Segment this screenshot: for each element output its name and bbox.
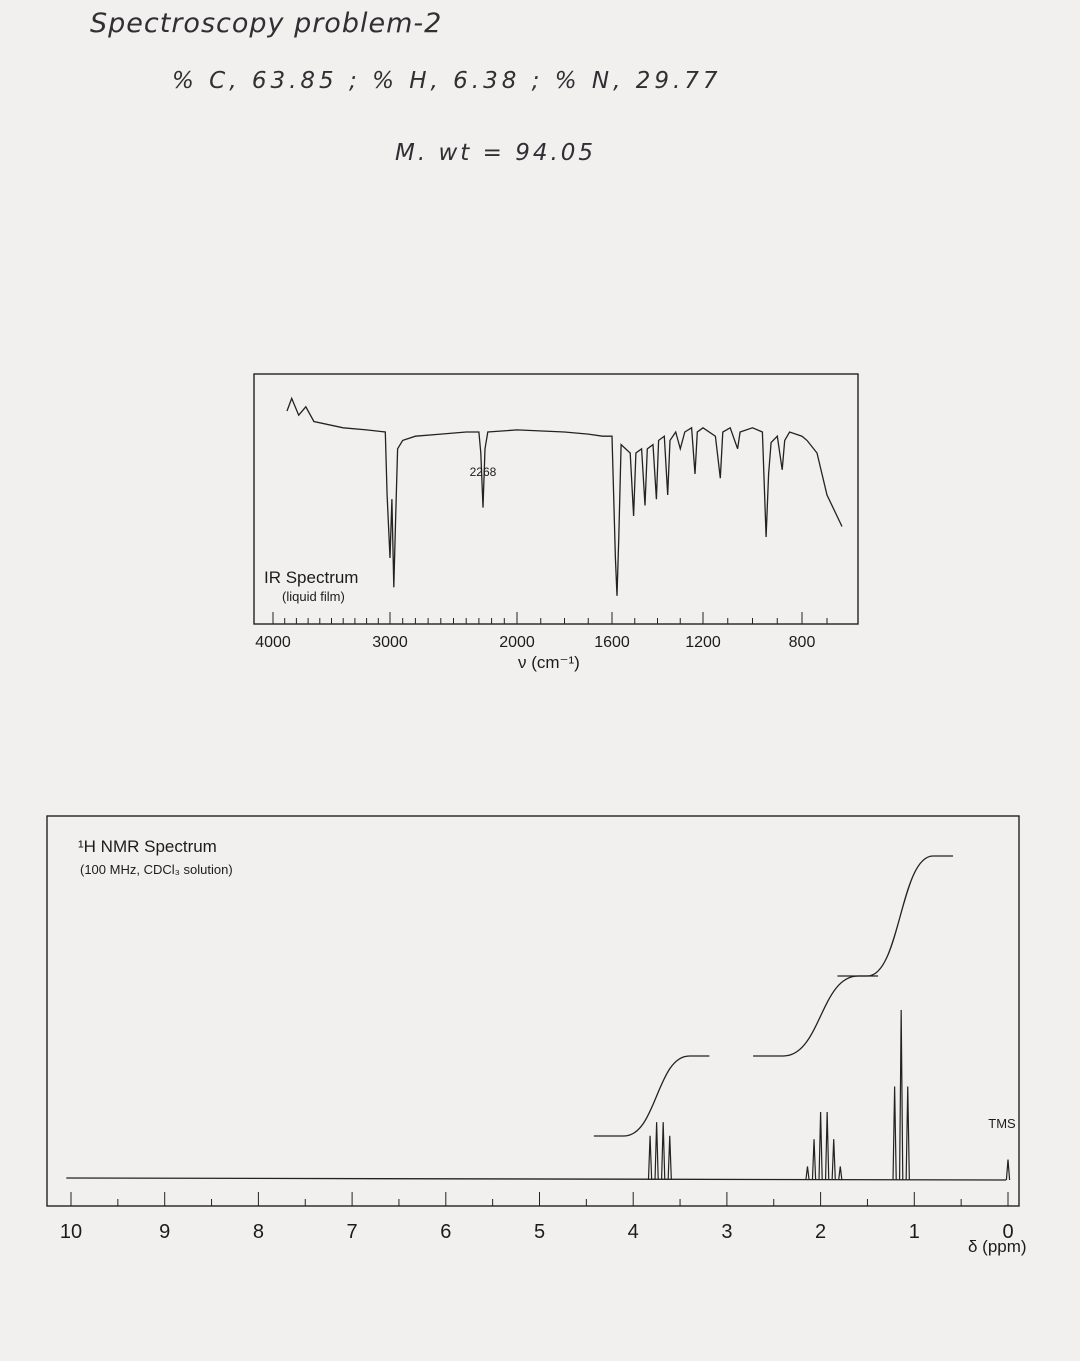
nmr-peak xyxy=(838,1166,843,1181)
nmr-tick-label: 5 xyxy=(534,1221,545,1243)
nmr-peak xyxy=(824,1111,830,1181)
ir-tick-labels: 4000 3000 2000 1600 1200 800 xyxy=(255,634,815,651)
nmr-x-axis-label: δ (ppm) xyxy=(968,1237,1027,1256)
nmr-peak xyxy=(660,1122,666,1181)
nmr-peak xyxy=(667,1135,672,1181)
ir-tick-label: 4000 xyxy=(255,634,291,651)
ir-x-axis-label: ν (cm⁻¹) xyxy=(518,653,580,672)
nmr-peak xyxy=(892,1086,897,1181)
nmr-tick-label: 8 xyxy=(253,1221,264,1243)
nmr-peak xyxy=(818,1111,823,1181)
nmr-peaks xyxy=(647,1009,1011,1181)
ir-title: IR Spectrum xyxy=(264,568,358,587)
nmr-peak xyxy=(898,1009,904,1181)
nmr-chart: ¹H NMR Spectrum (100 MHz, CDCl₃ solution… xyxy=(46,815,1027,1256)
ir-chart: IR Spectrum (liquid film) 2268 4000 3000 2… xyxy=(253,373,859,672)
nmr-tick-label: 4 xyxy=(628,1221,639,1243)
nmr-peak xyxy=(654,1122,659,1181)
nmr-tick-label: 1 xyxy=(909,1221,920,1243)
ir-tick-label: 1200 xyxy=(685,634,721,651)
nmr-peak xyxy=(805,1166,810,1181)
nmr-ticks xyxy=(70,1192,1009,1206)
nmr-peak xyxy=(905,1086,910,1181)
ir-tick-label: 1600 xyxy=(594,634,630,651)
nmr-tick-label: 2 xyxy=(815,1221,826,1243)
nmr-tick-label: 0 xyxy=(1002,1221,1013,1243)
nmr-integration-step xyxy=(837,855,954,977)
ir-tick-label: 3000 xyxy=(372,634,408,651)
nmr-peak xyxy=(647,1135,653,1181)
nmr-tick-label: 10 xyxy=(60,1221,82,1243)
nmr-frame xyxy=(46,815,1020,1207)
ir-ticks xyxy=(272,612,828,624)
ir-tick-label: 2000 xyxy=(499,634,535,651)
ir-annotation-2268: 2268 xyxy=(470,465,497,479)
ir-spectrum-line xyxy=(286,396,843,596)
nmr-integration-step xyxy=(753,975,879,1057)
nmr-title: ¹H NMR Spectrum xyxy=(78,837,217,856)
ir-tick-label: 800 xyxy=(789,634,816,651)
nmr-tick-label: 6 xyxy=(440,1221,451,1243)
ir-subtitle: (liquid film) xyxy=(282,589,345,604)
nmr-peak xyxy=(831,1139,836,1181)
nmr-tick-labels: 10 9 8 7 6 5 4 3 2 1 0 xyxy=(60,1221,1014,1243)
molecular-weight: M. wt = 94.05 xyxy=(395,140,597,166)
nmr-tick-label: 7 xyxy=(347,1221,358,1243)
nmr-integration-step xyxy=(593,1055,710,1137)
nmr-baseline xyxy=(66,1177,1007,1181)
nmr-tick-label: 9 xyxy=(159,1221,170,1243)
nmr-integration-curve xyxy=(593,855,954,1137)
nmr-tms-label: TMS xyxy=(988,1116,1016,1131)
ir-frame xyxy=(253,373,859,625)
nmr-peak xyxy=(1005,1159,1011,1181)
nmr-subtitle: (100 MHz, CDCl₃ solution) xyxy=(80,862,233,877)
nmr-peak xyxy=(811,1139,817,1181)
elemental-composition: % C, 63.85 ; % H, 6.38 ; % N, 29.77 xyxy=(172,68,722,94)
problem-title: Spectroscopy problem-2 xyxy=(90,8,443,39)
nmr-tick-label: 3 xyxy=(721,1221,732,1243)
